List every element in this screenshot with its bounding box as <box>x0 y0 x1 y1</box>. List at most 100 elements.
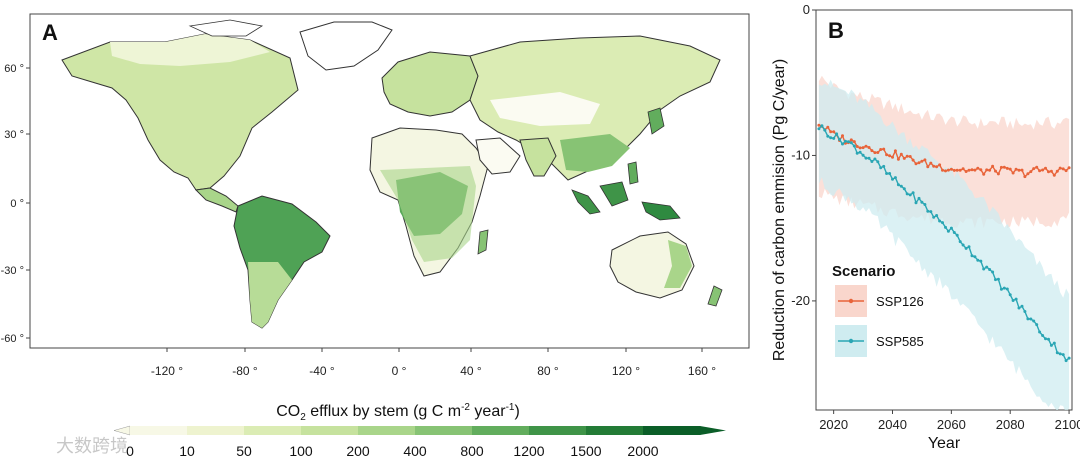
map-panel: A 60 ° 30 ° 0 ° -30 ° -60 ° -120 ° -80 ° <box>1 13 750 459</box>
data-point-ssp585 <box>949 226 953 230</box>
data-point-ssp585 <box>888 172 892 175</box>
data-point-ssp585 <box>841 142 844 146</box>
y-tick-label: 0 <box>803 2 810 17</box>
data-point-ssp126 <box>832 130 836 134</box>
data-point-ssp126 <box>938 163 942 167</box>
data-point-ssp126 <box>949 167 953 171</box>
data-point-ssp126 <box>896 157 900 161</box>
data-point-ssp585 <box>1002 286 1006 290</box>
data-point-ssp585 <box>882 164 886 168</box>
data-point-ssp126 <box>1058 166 1062 170</box>
data-point-ssp126 <box>941 168 944 172</box>
data-point-ssp585 <box>1049 343 1053 347</box>
data-point-ssp585 <box>961 243 965 247</box>
data-point-ssp585 <box>826 134 830 138</box>
data-point-ssp126 <box>829 130 833 134</box>
data-point-ssp585 <box>858 150 862 154</box>
data-point-ssp585 <box>999 287 1003 291</box>
data-point-ssp585 <box>864 156 868 160</box>
data-point-ssp126 <box>855 145 859 148</box>
data-point-ssp585 <box>1064 359 1068 363</box>
data-point-ssp585 <box>879 166 883 170</box>
colorbar <box>113 425 726 436</box>
data-point-ssp126 <box>973 168 977 172</box>
data-point-ssp585 <box>1023 310 1027 313</box>
colorbar-tick-label: 800 <box>460 443 484 459</box>
colorbar-title-sup: -2 <box>461 402 470 413</box>
data-point-ssp126 <box>817 123 821 127</box>
x-tick-label: 2100 <box>1055 417 1080 432</box>
data-point-ssp585 <box>899 184 903 188</box>
lon-tick-label: -40 ° <box>309 364 335 378</box>
data-point-ssp585 <box>1067 356 1071 360</box>
data-point-ssp126 <box>1032 167 1036 171</box>
data-point-ssp126 <box>917 161 921 165</box>
colorbar-tick-label: 1200 <box>513 443 544 459</box>
colorbar-title-part: efflux by stem (g C m <box>306 403 461 420</box>
data-point-ssp585 <box>996 277 1000 281</box>
data-point-ssp126 <box>1055 169 1059 173</box>
data-point-ssp585 <box>935 214 939 217</box>
data-point-ssp126 <box>970 168 974 172</box>
colorbar-bin <box>472 426 530 435</box>
data-point-ssp585 <box>1058 352 1062 356</box>
landmass-new-guinea <box>641 201 681 221</box>
data-point-ssp126 <box>891 155 894 159</box>
data-point-ssp585 <box>929 210 933 214</box>
colorbar-bin <box>529 426 587 435</box>
data-point-ssp585 <box>1055 351 1059 355</box>
data-point-ssp585 <box>867 156 871 160</box>
legend-marker-ssp126 <box>848 298 854 304</box>
x-axis: 2020 2040 2060 2080 2100 <box>819 410 1080 432</box>
data-point-ssp585 <box>952 231 956 234</box>
data-point-ssp585 <box>970 254 974 258</box>
colorbar-labels: 0 10 50 100 200 400 800 1200 1500 2000 <box>126 443 659 459</box>
lat-tick-label: 60 ° <box>4 63 24 75</box>
data-point-ssp585 <box>873 157 877 161</box>
data-point-ssp585 <box>1011 299 1015 302</box>
data-point-ssp126 <box>1017 168 1021 172</box>
colorbar-bin <box>301 426 359 435</box>
data-point-ssp126 <box>852 140 856 144</box>
y-tick-label: -20 <box>791 293 810 308</box>
data-point-ssp585 <box>955 233 959 237</box>
data-point-ssp126 <box>961 167 965 171</box>
data-point-ssp126 <box>905 154 909 158</box>
data-point-ssp126 <box>908 155 912 158</box>
data-point-ssp585 <box>905 192 909 196</box>
data-point-ssp126 <box>967 168 971 172</box>
data-point-ssp126 <box>958 168 962 172</box>
x-axis-title: Year <box>928 435 961 452</box>
data-point-ssp126 <box>1049 169 1053 173</box>
data-point-ssp585 <box>976 258 980 262</box>
data-point-ssp585 <box>1032 319 1036 323</box>
data-point-ssp126 <box>1029 170 1033 174</box>
data-point-ssp585 <box>885 172 889 175</box>
line-chart-panel: B 0 -10 -20 2020 2040 2060 2080 2100 Year Redu… <box>771 2 1080 452</box>
data-point-ssp126 <box>1041 168 1045 172</box>
data-point-ssp585 <box>938 219 942 223</box>
legend-label-ssp585: SSP585 <box>876 334 924 349</box>
data-point-ssp585 <box>914 201 918 205</box>
x-tick-label: 2060 <box>937 417 966 432</box>
data-point-ssp585 <box>1029 317 1033 321</box>
data-point-ssp126 <box>861 146 865 150</box>
watermark-text: 大数跨境 <box>56 436 128 456</box>
data-point-ssp126 <box>899 152 903 156</box>
landmass-japan <box>647 107 665 135</box>
data-point-ssp585 <box>985 265 989 269</box>
colorbar-title-part: CO <box>276 403 300 420</box>
data-point-ssp126 <box>999 165 1003 169</box>
landmass-borneo <box>599 181 629 207</box>
data-point-ssp126 <box>923 158 927 162</box>
data-point-ssp585 <box>846 140 850 144</box>
series-lines <box>817 123 1071 363</box>
landmass-north-america-north <box>110 34 270 66</box>
data-point-ssp585 <box>843 139 847 143</box>
x-tick-label: 2080 <box>996 417 1025 432</box>
x-tick-label: 2020 <box>819 417 848 432</box>
landmass-philippines <box>627 161 639 185</box>
lat-tick-label: 30 ° <box>4 129 24 141</box>
panel-a-letter: A <box>42 20 58 45</box>
data-point-ssp585 <box>1044 337 1047 341</box>
